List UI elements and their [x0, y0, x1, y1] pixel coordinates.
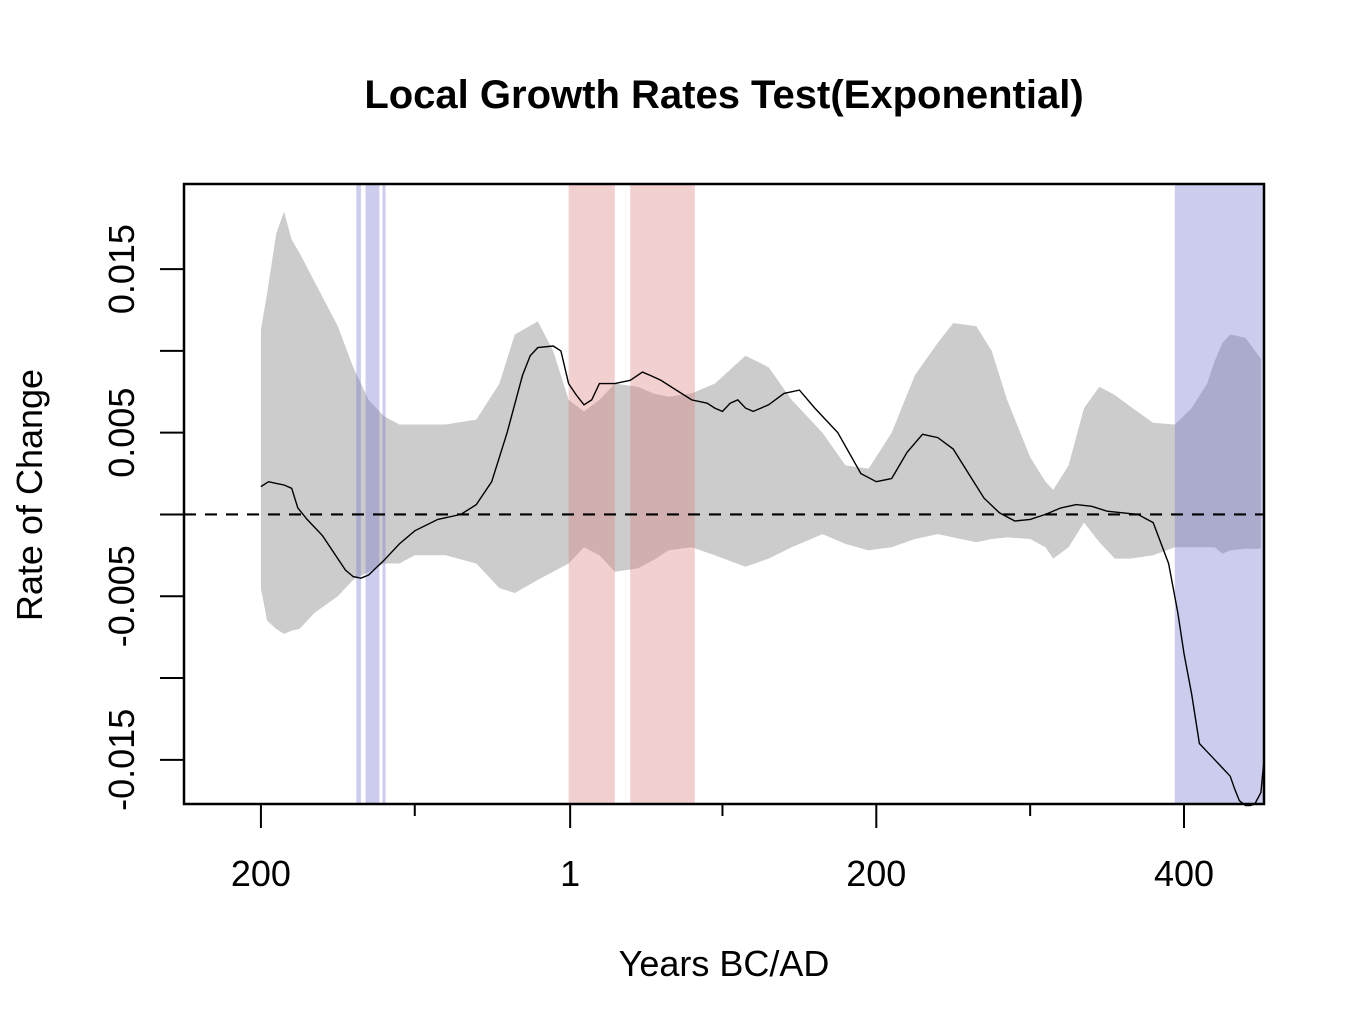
chart-title: Local Growth Rates Test(Exponential) — [364, 73, 1083, 117]
x-tick-label: 1 — [560, 853, 580, 894]
plot-frame — [182, 182, 1266, 806]
negative-deviation-band — [365, 184, 380, 804]
y-tick-label: -0.005 — [101, 545, 142, 647]
y-axis-label: Rate of Change — [9, 369, 50, 621]
positive-deviation-band — [630, 184, 695, 804]
positive-deviation-band — [568, 184, 615, 804]
y-tick-label: 0.005 — [101, 388, 142, 478]
growth-rate-line — [260, 345, 1265, 807]
x-tick-label: 200 — [231, 853, 291, 894]
x-axis-label: Years BC/AD — [619, 943, 830, 984]
y-tick-label: -0.015 — [101, 709, 142, 811]
plot-area — [184, 184, 1265, 807]
simulation-envelope — [260, 211, 1261, 634]
y-tick-label: 0.015 — [101, 224, 142, 314]
negative-deviation-band — [382, 184, 386, 804]
x-tick-label: 200 — [846, 853, 906, 894]
axes: 200 1 200 400 0.015 0.005 -0.005 -0.015 — [101, 224, 1214, 894]
negative-deviation-band — [356, 184, 361, 804]
x-tick-label: 400 — [1154, 853, 1214, 894]
negative-deviation-band — [1174, 184, 1264, 804]
